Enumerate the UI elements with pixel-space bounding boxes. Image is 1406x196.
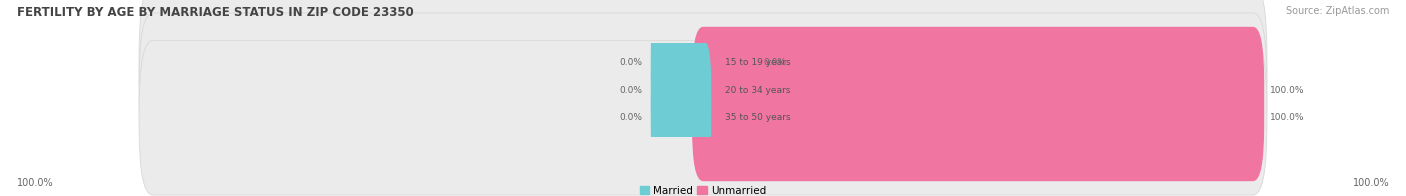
FancyBboxPatch shape	[139, 0, 1267, 140]
FancyBboxPatch shape	[651, 68, 711, 167]
Text: FERTILITY BY AGE BY MARRIAGE STATUS IN ZIP CODE 23350: FERTILITY BY AGE BY MARRIAGE STATUS IN Z…	[17, 6, 413, 19]
Text: 100.0%: 100.0%	[1270, 113, 1305, 122]
Text: Source: ZipAtlas.com: Source: ZipAtlas.com	[1285, 6, 1389, 16]
Text: 100.0%: 100.0%	[1353, 178, 1389, 188]
Text: 0.0%: 0.0%	[620, 58, 643, 67]
Text: 0.0%: 0.0%	[620, 86, 643, 95]
FancyBboxPatch shape	[651, 41, 711, 140]
Text: 0.0%: 0.0%	[763, 58, 786, 67]
Text: 35 to 50 years: 35 to 50 years	[725, 113, 790, 122]
FancyBboxPatch shape	[139, 41, 1267, 195]
FancyBboxPatch shape	[651, 13, 711, 112]
Text: 15 to 19 years: 15 to 19 years	[725, 58, 790, 67]
Text: 0.0%: 0.0%	[620, 113, 643, 122]
FancyBboxPatch shape	[695, 13, 755, 112]
Legend: Married, Unmarried: Married, Unmarried	[636, 181, 770, 196]
Text: 100.0%: 100.0%	[17, 178, 53, 188]
FancyBboxPatch shape	[692, 27, 1264, 153]
FancyBboxPatch shape	[139, 13, 1267, 167]
FancyBboxPatch shape	[692, 54, 1264, 181]
Text: 100.0%: 100.0%	[1270, 86, 1305, 95]
Text: 20 to 34 years: 20 to 34 years	[725, 86, 790, 95]
